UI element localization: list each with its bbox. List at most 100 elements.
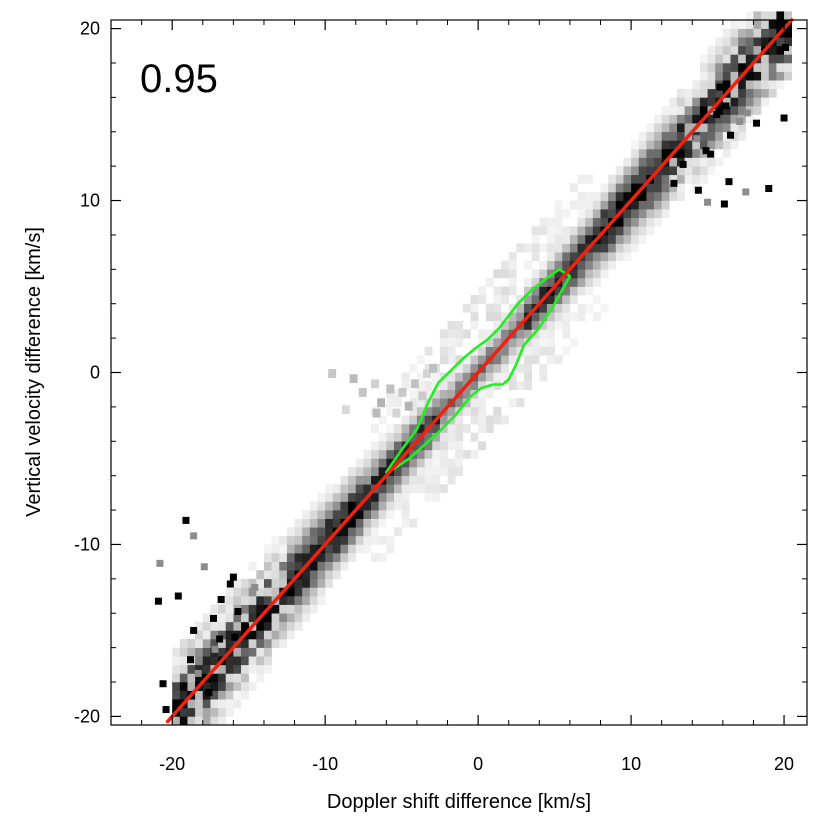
- density-bin: [401, 458, 410, 468]
- density-bin: [340, 492, 349, 502]
- density-bin: [462, 389, 471, 399]
- x-axis-title: Doppler shift difference [km/s]: [327, 791, 591, 813]
- density-bin: [179, 690, 188, 700]
- density-bin: [371, 553, 379, 562]
- density-bin: [722, 114, 731, 124]
- density-bin: [332, 518, 341, 528]
- density-bin: [286, 604, 295, 614]
- density-bin: [600, 243, 609, 253]
- density-bin: [546, 234, 555, 244]
- density-bin: [279, 553, 288, 562]
- density-bin: [348, 484, 357, 494]
- density-bin: [676, 191, 685, 201]
- density-bin: [202, 699, 211, 709]
- density-bin: [684, 148, 693, 158]
- outlier-bin: [226, 580, 234, 588]
- density-bin: [241, 604, 249, 614]
- density-bin: [386, 544, 395, 554]
- density-bin: [615, 226, 624, 236]
- density-bin: [600, 269, 609, 279]
- density-bin: [302, 510, 311, 519]
- density-bin: [546, 252, 555, 262]
- density-bin: [539, 286, 548, 296]
- density-bin: [493, 320, 502, 330]
- density-bin: [608, 183, 617, 193]
- density-bin: [669, 105, 678, 115]
- density-bin: [722, 71, 731, 81]
- density-bin: [768, 20, 777, 29]
- density-bin: [340, 553, 349, 562]
- density-bin: [715, 37, 724, 47]
- density-bin: [592, 217, 601, 227]
- density-bin: [722, 97, 731, 107]
- density-bin: [195, 621, 204, 631]
- density-bin: [524, 338, 532, 348]
- density-bin: [447, 372, 456, 382]
- density-bin: [309, 561, 318, 571]
- density-bin: [302, 570, 311, 580]
- density-bin: [225, 673, 234, 683]
- density-bin: [592, 226, 601, 236]
- density-bin: [325, 544, 334, 554]
- density-bin: [615, 217, 624, 227]
- density-bin: [332, 553, 341, 562]
- density-bin: [692, 105, 701, 115]
- density-bin: [707, 45, 716, 55]
- density-bin: [439, 415, 448, 425]
- density-bin: [302, 535, 311, 545]
- density-bin: [577, 174, 586, 184]
- density-bin: [501, 312, 510, 322]
- density-bin: [470, 346, 479, 356]
- density-bin: [256, 647, 265, 657]
- density-bin: [241, 673, 249, 683]
- density-bin: [202, 682, 211, 691]
- density-bin: [225, 656, 234, 666]
- density-bin: [554, 320, 563, 330]
- density-bin: [371, 424, 379, 433]
- density-bin: [294, 596, 303, 605]
- density-bin: [715, 45, 724, 55]
- density-bin: [432, 449, 441, 459]
- density-bin: [676, 174, 685, 184]
- density-bin: [730, 105, 739, 115]
- density-bin: [225, 682, 234, 691]
- density-bin: [585, 217, 594, 227]
- density-bin: [623, 243, 632, 253]
- density-bin: [241, 664, 249, 674]
- density-bin: [202, 630, 211, 640]
- y-axis-ticks: -20 -10 0 10 20: [74, 19, 807, 726]
- density-bin: [378, 432, 387, 442]
- density-bin: [646, 157, 655, 167]
- red-fit-line: [165, 18, 794, 724]
- density-bin: [409, 363, 418, 373]
- density-bin: [409, 415, 418, 425]
- density-bin: [279, 621, 288, 631]
- density-bin: [722, 123, 731, 133]
- density-bin: [317, 492, 326, 502]
- density-bin: [424, 467, 433, 476]
- density-bin: [233, 656, 242, 666]
- density-bin: [432, 432, 441, 442]
- density-bin: [753, 88, 762, 98]
- density-bin: [392, 408, 401, 418]
- density-bin: [371, 492, 379, 502]
- density-bin: [524, 295, 532, 305]
- density-bin: [279, 604, 288, 614]
- density-bin: [516, 303, 525, 313]
- density-bin: [432, 458, 441, 468]
- density-bin: [646, 148, 655, 158]
- density-bin: [585, 234, 594, 244]
- density-bin: [409, 458, 418, 468]
- x-tick-label: 0: [473, 754, 483, 774]
- density-bin: [271, 630, 280, 640]
- outlier-bin: [720, 200, 728, 208]
- density-bin: [592, 312, 601, 322]
- density-bin: [271, 544, 280, 554]
- outlier-bin: [765, 185, 773, 193]
- density-bin: [501, 329, 510, 339]
- density-bin: [485, 389, 494, 399]
- density-bin: [378, 467, 387, 476]
- density-bin: [416, 381, 425, 390]
- density-bin: [225, 604, 234, 614]
- density-bin: [432, 398, 441, 408]
